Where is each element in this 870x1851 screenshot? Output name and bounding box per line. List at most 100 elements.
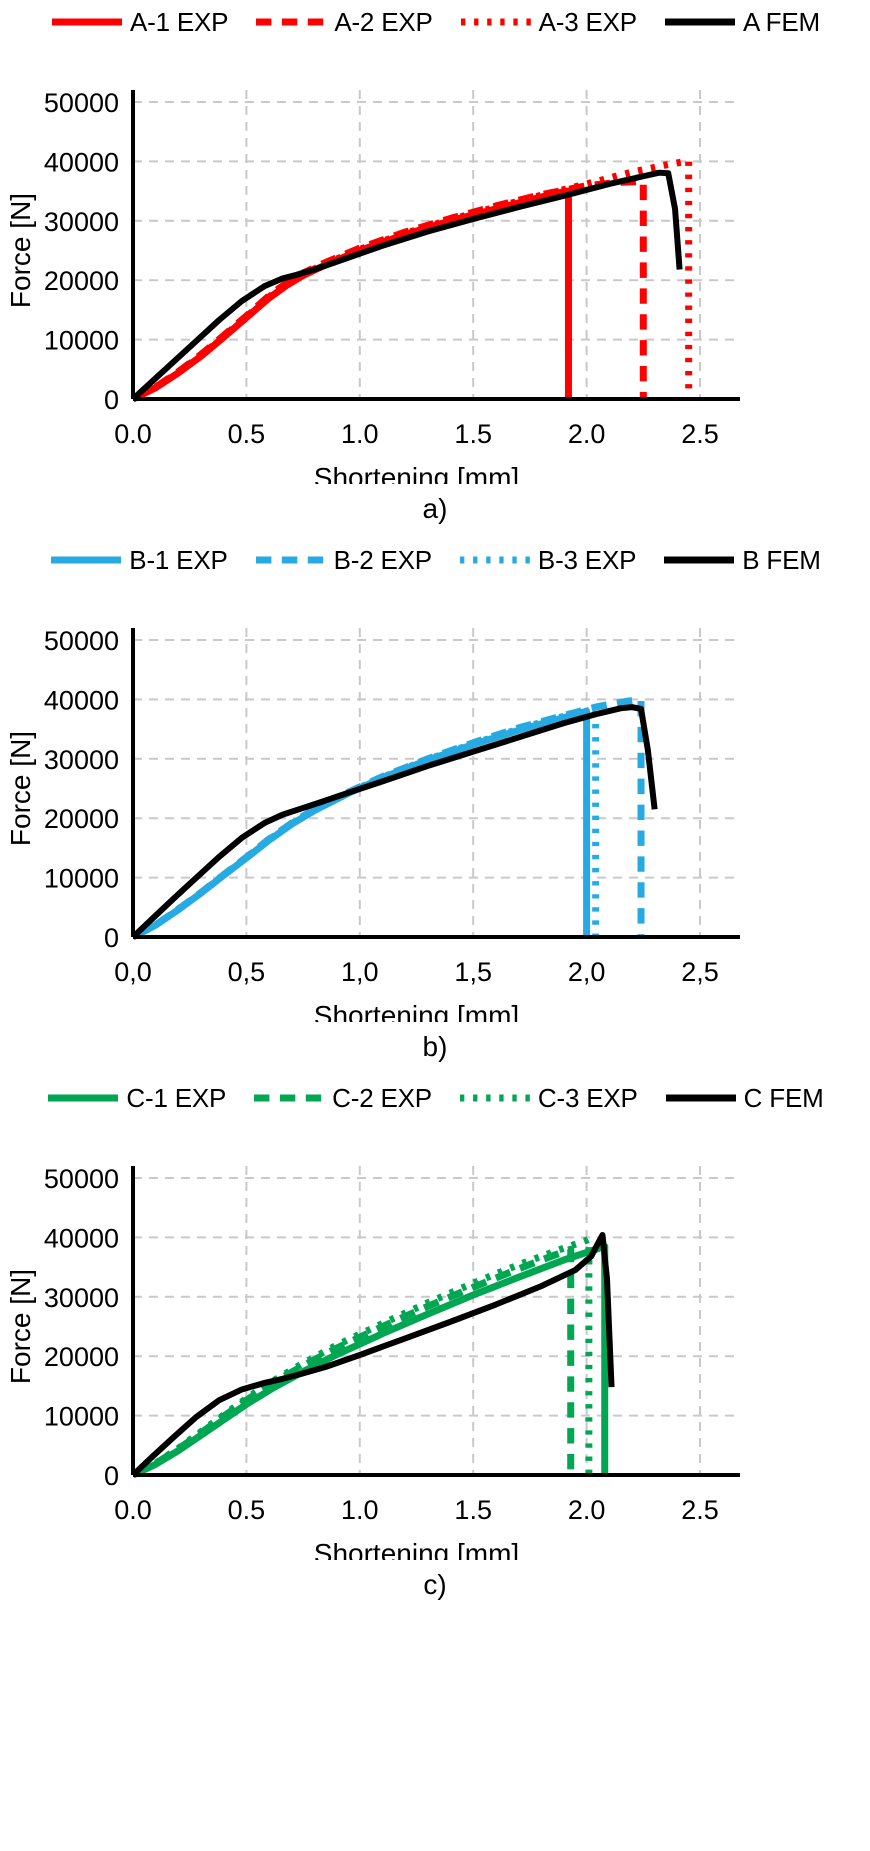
y-tick-label: 50000 <box>44 88 119 118</box>
series-line-b-fem <box>130 704 658 940</box>
x-axis-title: Shortening [mm] <box>314 1000 519 1022</box>
legend-item-a-3-exp[interactable]: A-3 EXP <box>459 9 637 35</box>
x-tick-label: 1.0 <box>341 1495 379 1525</box>
grid-lines <box>133 90 740 399</box>
x-tick-label: 1.5 <box>454 419 492 449</box>
y-tick-label: 20000 <box>44 804 119 834</box>
y-tick-label: 10000 <box>44 864 119 894</box>
chart-panel-c: C-1 EXP C-2 EXP C-3 EXP C FEM 0 10000 20000 300… <box>0 1076 870 1614</box>
legend-line-swatch <box>255 556 326 564</box>
grid-lines <box>133 1166 740 1475</box>
panel-caption-a: a) <box>422 493 448 524</box>
y-tick-label: 10000 <box>44 326 119 356</box>
legend-line-swatch <box>48 1094 119 1102</box>
legend-line-swatch <box>459 556 530 564</box>
legend-line-swatch <box>51 556 122 564</box>
y-tick-label: 30000 <box>44 207 119 237</box>
legend-item-label: C-1 EXP <box>126 1083 227 1113</box>
series-line-c-1-exp <box>131 1242 609 1479</box>
x-tick-label: 2.5 <box>681 419 719 449</box>
series-line-b-2-exp <box>131 695 645 941</box>
x-axis-title: Shortening [mm] <box>314 462 519 484</box>
x-tick-label: 2,5 <box>681 957 719 987</box>
legend-line-swatch <box>52 18 123 26</box>
series-line-a-fem <box>130 169 683 402</box>
legend-item-label: A-2 EXP <box>334 7 433 37</box>
x-tick-label: 1,5 <box>454 957 492 987</box>
y-axis-title: Force [N] <box>5 193 36 308</box>
x-tick-label: 2.0 <box>568 419 606 449</box>
legend-item-b-1-exp[interactable]: B-1 EXP <box>49 545 228 575</box>
chart-svg-c: 0 10000 20000 30000 40000 50000 0.0 0.5 1.0 1.5 2.… <box>5 1164 740 1560</box>
chart-legend-b: B-1 EXP B-2 EXP B-3 EXP B FEM <box>0 538 870 582</box>
legend-item-c-2-exp[interactable]: C-2 EXP <box>252 1085 432 1111</box>
legend-item-label: B-3 EXP <box>537 545 637 575</box>
legend-item-label: A-3 EXP <box>538 7 638 37</box>
y-tick-label: 50000 <box>44 626 119 656</box>
chart-plot-a: 0 10000 20000 30000 40000 50000 0.0 0.5 1.0 1.5 2.… <box>0 44 870 484</box>
chart-svg-a: 0 10000 20000 30000 40000 50000 0.0 0.5 1.0 1.5 2.… <box>5 88 740 484</box>
series-line-b-3-exp <box>131 705 600 941</box>
grid-lines <box>133 628 740 937</box>
x-tick-label: 2.5 <box>681 1495 719 1525</box>
series-group <box>130 157 693 403</box>
x-tick-label: 1.5 <box>454 1495 492 1525</box>
legend-item-a-fem[interactable]: A FEM <box>663 9 820 35</box>
series-line-c-fem <box>130 1232 615 1478</box>
y-tick-label: 20000 <box>44 1342 119 1372</box>
y-axis-title: Force [N] <box>5 1269 36 1384</box>
panel-caption-c: c) <box>423 1569 447 1600</box>
chart-legend-c: C-1 EXP C-2 EXP C-3 EXP C FEM <box>0 1076 870 1120</box>
y-tick-label: 20000 <box>44 266 119 296</box>
legend-line-swatch <box>254 1094 325 1102</box>
x-tick-label: 0,5 <box>228 957 266 987</box>
panel-caption-b: b) <box>422 1031 448 1062</box>
legend-line-swatch <box>664 556 735 564</box>
chart-legend-a: A-1 EXP A-2 EXP A-3 EXP A FEM <box>0 0 870 44</box>
legend-item-b-3-exp[interactable]: B-3 EXP <box>458 547 636 573</box>
series-line-a-1-exp <box>131 187 572 403</box>
legend-item-c-fem[interactable]: C FEM <box>664 1085 824 1111</box>
chart-svg-b: 0 10000 20000 30000 40000 50000 0,0 0,5 1,0 1,5 2,… <box>5 626 740 1022</box>
legend-item-label: A FEM <box>742 7 820 37</box>
legend-item-label: A-1 EXP <box>130 7 229 37</box>
legend-item-label: B-1 EXP <box>129 545 228 575</box>
legend-item-label: C FEM <box>743 1083 824 1113</box>
y-tick-label: 40000 <box>44 1223 119 1253</box>
chart-panel-a: A-1 EXP A-2 EXP A-3 EXP A FEM 0 10000 20000 300… <box>0 0 870 538</box>
y-tick-label: 0 <box>104 1461 119 1491</box>
chart-plot-c: 0 10000 20000 30000 40000 50000 0.0 0.5 1.0 1.5 2.… <box>0 1120 870 1560</box>
y-tick-label: 30000 <box>44 1283 119 1313</box>
y-tick-label: 10000 <box>44 1402 119 1432</box>
x-tick-label: 2,0 <box>568 957 606 987</box>
legend-item-b-fem[interactable]: B FEM <box>662 545 821 575</box>
series-group <box>130 695 658 941</box>
series-group <box>130 1232 615 1479</box>
y-tick-label: 40000 <box>44 685 119 715</box>
legend-line-swatch <box>459 1094 530 1102</box>
legend-item-a-2-exp[interactable]: A-2 EXP <box>254 7 433 37</box>
legend-item-label: B-2 EXP <box>333 545 433 575</box>
x-tick-label: 0.0 <box>114 1495 152 1525</box>
x-tick-label: 0.5 <box>228 419 266 449</box>
legend-item-label: C-3 EXP <box>537 1083 638 1113</box>
chart-panel-b: B-1 EXP B-2 EXP B-3 EXP B FEM 0 10000 20000 300… <box>0 538 870 1076</box>
legend-item-b-2-exp[interactable]: B-2 EXP <box>254 547 432 573</box>
x-tick-label: 1.0 <box>341 419 379 449</box>
legend-item-label: C-2 EXP <box>332 1083 432 1113</box>
legend-item-label: B FEM <box>742 545 821 575</box>
y-tick-label: 40000 <box>44 147 119 177</box>
legend-line-swatch <box>256 18 327 26</box>
x-tick-label: 2.0 <box>568 1495 606 1525</box>
x-tick-label: 0,0 <box>114 957 152 987</box>
legend-item-c-1-exp[interactable]: C-1 EXP <box>46 1085 226 1111</box>
y-axis-title: Force [N] <box>5 731 36 846</box>
legend-line-swatch <box>664 18 735 26</box>
y-tick-label: 50000 <box>44 1164 119 1194</box>
legend-item-c-3-exp[interactable]: C-3 EXP <box>458 1085 638 1111</box>
x-tick-label: 0.0 <box>114 419 152 449</box>
x-tick-label: 0.5 <box>228 1495 266 1525</box>
legend-item-a-1-exp[interactable]: A-1 EXP <box>50 7 229 37</box>
y-tick-label: 0 <box>104 923 119 953</box>
